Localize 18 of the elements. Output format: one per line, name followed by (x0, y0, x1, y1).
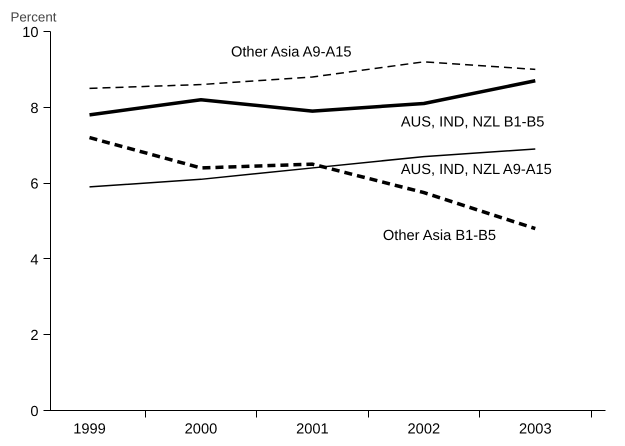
line-series (88, 79, 538, 117)
series-label: Other Asia A9-A15 (230, 44, 352, 60)
y-tick-label: 6 (30, 176, 39, 193)
series-label: AUS, IND, NZL B1-B5 (400, 114, 544, 130)
x-tick-label: 1999 (73, 422, 106, 438)
y-tick-label: 2 (30, 328, 39, 344)
x-tick-label: 2000 (184, 422, 218, 438)
line-series (88, 61, 536, 90)
y-tick-label: 8 (30, 100, 39, 117)
series-label: AUS, IND, NZL A9-A15 (400, 162, 552, 178)
y-axis-title: Percent (10, 10, 57, 24)
y-tick-label: 10 (22, 25, 39, 41)
y-tick-label: 0 (30, 404, 39, 420)
x-tick-label: 2003 (518, 422, 552, 438)
x-tick-label: 2001 (296, 422, 329, 438)
x-tick-label: 2002 (408, 422, 440, 438)
y-tick-label: 4 (30, 252, 39, 268)
series-label: Other Asia B1-B5 (382, 228, 496, 244)
